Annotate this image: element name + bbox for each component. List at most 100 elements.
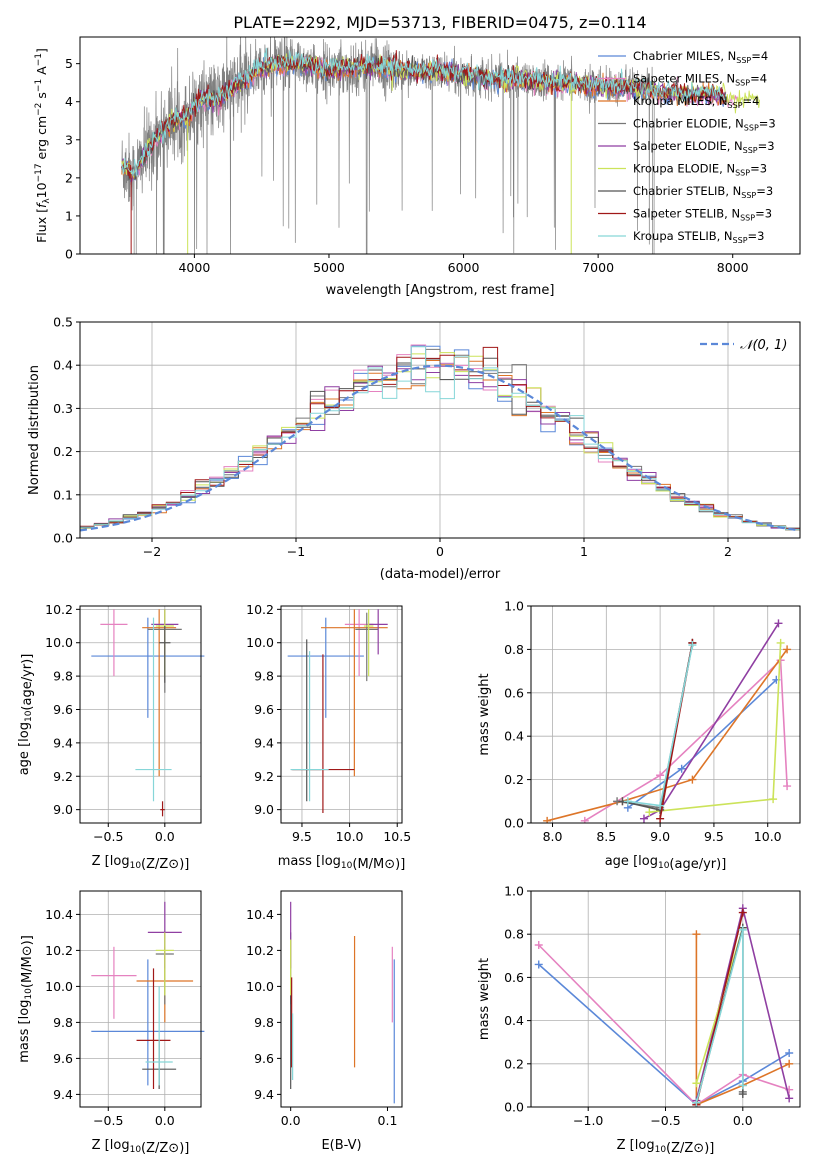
- weight-marker: [639, 814, 648, 823]
- age-vs-Z-chart: −0.5 0.0 9.0 9.2 9.4 9.6 9.8 10.0 10.2 Z [log10(Z…: [17, 602, 205, 872]
- x-tick-label: −0.5: [93, 829, 123, 844]
- legend-subscript: SSP: [741, 191, 756, 200]
- y-tick-label: 0.2: [504, 1056, 524, 1071]
- y-tick-label: 1.0: [504, 884, 524, 899]
- weight-line: [622, 642, 694, 811]
- legend-suffix: =3: [756, 184, 773, 198]
- weight-marker: [783, 645, 792, 654]
- y-tick-label: 10.2: [45, 943, 73, 958]
- legend-subscript: SSP: [736, 56, 751, 65]
- legend-entry: Kroupa ELODIE, NSSP=3: [633, 162, 767, 178]
- y-axis-label-part: 10: [34, 182, 49, 198]
- legend-subscript: SSP: [740, 214, 755, 223]
- y-tick-label: 0.6: [504, 970, 524, 985]
- weight-line: [584, 658, 788, 822]
- weight-marker: [656, 801, 665, 810]
- y-tick-label: 3: [65, 132, 73, 147]
- x-tick-label: 0.0: [155, 829, 175, 844]
- legend-entry: Salpeter MILES, NSSP=4: [633, 72, 767, 88]
- y-tick-label: 0.0: [53, 531, 73, 546]
- legend-suffix: =3: [759, 117, 776, 131]
- y-tick-label: 9.6: [53, 1051, 73, 1066]
- x-tick-label: 4000: [178, 260, 210, 275]
- y-tick-label: 0.4: [504, 1013, 524, 1028]
- residual-histogram-step: [80, 346, 800, 530]
- weight-marker: [785, 1094, 794, 1103]
- y-tick-label: 0.4: [504, 729, 524, 744]
- weight-marker: [785, 1059, 794, 1068]
- x-tick-label: 9.0: [650, 829, 670, 844]
- y-axis-label-part: λ: [42, 198, 52, 204]
- x-tick-label: −0.5: [93, 1113, 123, 1128]
- axes-frame: [280, 890, 403, 1108]
- y-tick-label: 5: [65, 56, 73, 71]
- x-axis-label: mass [log10(M/M⊙)]: [278, 854, 406, 872]
- mass-vs-Z-chart: −0.5 0.0 9.4 9.6 9.8 10.0 10.2 10.4 Z [log10(Z/Z…: [17, 890, 205, 1156]
- y-tick-label: 9.8: [254, 1015, 274, 1030]
- y-tick-label: 0.0: [504, 1100, 524, 1115]
- legend-entry: Salpeter STELIB, NSSP=3: [633, 207, 772, 223]
- y-axis-label-part: erg cm: [34, 116, 49, 164]
- y-tick-label: 1.0: [504, 599, 524, 614]
- y-tick-label: 10.0: [45, 635, 73, 650]
- legend-suffix: =4: [743, 94, 760, 108]
- legend-label: 𝒩(0, 1): [740, 338, 787, 353]
- legend-entry: Kroupa MILES, NSSP=4: [633, 94, 759, 110]
- weight-marker: [738, 925, 747, 934]
- y-tick-label: 9.2: [254, 769, 274, 784]
- weight-vs-age-chart: 8.0 8.5 9.0 9.5 10.0 0.0 0.2 0.4 0.6 0.8 1.0 age [l…: [477, 599, 801, 872]
- residual-histogram-step: [80, 346, 800, 530]
- weight-marker: [692, 1079, 701, 1088]
- legend-label: Salpeter MILES, N: [633, 72, 735, 86]
- legend-entry: Salpeter ELODIE, NSSP=3: [633, 139, 775, 155]
- weight-marker: [688, 775, 697, 784]
- legend-subscript: SSP: [735, 79, 750, 88]
- y-tick-label: 10.4: [246, 907, 274, 922]
- y-axis-label-part: f: [34, 202, 49, 208]
- axes-frame: [79, 890, 202, 1108]
- y-axis-label-part: −1: [34, 53, 44, 66]
- x-tick-label: 1: [580, 544, 588, 559]
- x-tick-label: 5000: [313, 260, 345, 275]
- y-tick-label: 10.0: [246, 979, 274, 994]
- weight-marker: [769, 795, 778, 804]
- y-tick-label: 9.4: [254, 1087, 274, 1102]
- x-tick-label: 6000: [448, 260, 480, 275]
- y-axis-label-part: −1: [34, 79, 44, 92]
- y-tick-label: 9.0: [254, 802, 274, 817]
- axes-frame: [79, 605, 202, 824]
- y-tick-label: 9.4: [254, 735, 274, 750]
- weight-marker: [534, 960, 543, 969]
- legend-suffix: =3: [755, 207, 772, 221]
- weight-marker: [774, 619, 783, 628]
- y-tick-label: 9.8: [254, 669, 274, 684]
- y-axis-label: mass weight: [477, 673, 492, 755]
- x-tick-label: 10.0: [336, 829, 364, 844]
- weight-marker: [645, 808, 654, 817]
- x-tick-label: 8.5: [596, 829, 616, 844]
- weight-marker: [656, 771, 665, 780]
- weight-line: [538, 963, 790, 1106]
- x-tick-label: −0.5: [650, 1113, 680, 1128]
- age-vs-mass-chart: 9.5 10.0 10.5 9.0 9.2 9.4 9.6 9.8 10.0 10.2 mass […: [246, 602, 411, 872]
- y-tick-label: 10.2: [45, 602, 73, 617]
- y-axis-label-part: Flux [: [34, 208, 49, 243]
- x-tick-label: 7000: [582, 260, 614, 275]
- y-tick-label: 2: [65, 170, 73, 185]
- legend-entry: Kroupa STELIB, NSSP=3: [633, 229, 764, 245]
- y-axis-label: age [log10(age/yr)]: [17, 654, 35, 776]
- x-tick-label: 0.1: [378, 1113, 398, 1128]
- x-axis-label: (data-model)/error: [380, 567, 501, 582]
- legend-suffix: =3: [758, 139, 775, 153]
- y-axis-label-part: −17: [34, 163, 44, 182]
- x-axis-label: Z [log10(Z/Z⊙)]: [92, 854, 190, 872]
- model-spectrum-line: [121, 50, 726, 179]
- weight-marker: [776, 638, 785, 647]
- legend-suffix: =3: [748, 229, 765, 243]
- weight-marker: [783, 782, 792, 791]
- y-tick-label: 9.0: [53, 802, 73, 817]
- x-tick-label: 9.5: [292, 829, 312, 844]
- x-tick-label: 0.0: [155, 1113, 175, 1128]
- legend-entry: Chabrier MILES, NSSP=4: [633, 49, 768, 65]
- x-tick-label: −2: [143, 544, 161, 559]
